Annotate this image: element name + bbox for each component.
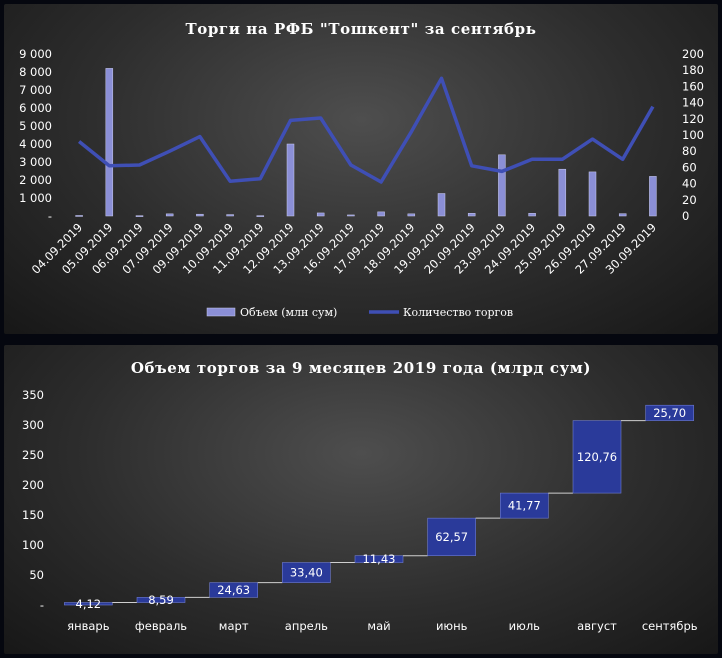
waterfall-bar xyxy=(427,517,476,556)
legend-bar-swatch xyxy=(206,307,236,317)
y-left-tick-label: 1 000 xyxy=(19,191,52,205)
y-tick-label: 350 xyxy=(22,388,44,402)
x-tick-label: апрель xyxy=(285,619,328,633)
waterfall-bar xyxy=(209,582,258,598)
volume-bar xyxy=(256,215,265,217)
y-right-tick-label: 160 xyxy=(682,79,704,93)
volume-bar xyxy=(588,171,597,217)
waterfall-bar xyxy=(500,492,549,519)
volume-bar xyxy=(165,213,174,217)
y-right-tick-label: 20 xyxy=(682,193,697,207)
daily-trading-chart: Торги на РФБ "Тошкент" за сентябрь - 1 00… xyxy=(19,20,704,319)
chart-title: Объем торгов за 9 месяцев 2019 года (млр… xyxy=(131,359,591,377)
volume-bar xyxy=(347,214,355,217)
legend-bar-label: Объем (млн сум) xyxy=(240,306,337,319)
y-right-tick-label: 140 xyxy=(682,96,704,110)
y-right-tick-label: 60 xyxy=(682,160,697,174)
x-tick-label: июль xyxy=(509,619,541,633)
volume-bar xyxy=(558,168,567,217)
volume-bar xyxy=(528,213,536,217)
y-left-tick-label: 8 000 xyxy=(19,65,52,79)
x-tick-label: март xyxy=(219,619,249,633)
data-label: 8,59 xyxy=(148,593,174,607)
monthly-volume-chart-panel: Объем торгов за 9 месяцев 2019 года (млр… xyxy=(4,345,718,654)
volume-bar xyxy=(437,193,446,217)
volume-bar xyxy=(407,213,416,217)
waterfall-bar xyxy=(572,420,622,494)
volume-bar xyxy=(467,213,476,217)
y-right-tick-label: 80 xyxy=(682,144,697,158)
x-tick-label: июнь xyxy=(436,619,468,633)
volume-bar xyxy=(618,213,627,217)
y-left-tick-label: 9 000 xyxy=(19,47,52,61)
chart-title: Торги на РФБ "Тошкент" за сентябрь xyxy=(185,20,536,38)
legend-line-label: Количество торгов xyxy=(403,306,513,319)
volume-bar xyxy=(105,68,114,217)
y-left-tick-label: 7 000 xyxy=(19,83,52,97)
x-tick-label: май xyxy=(367,619,390,633)
volume-bar xyxy=(226,214,234,217)
y-tick-label: 200 xyxy=(22,478,44,492)
waterfall-bar xyxy=(645,404,694,421)
y-right-tick-label: 200 xyxy=(682,47,704,61)
data-label: 62,57 xyxy=(435,530,468,544)
volume-bar xyxy=(649,176,657,217)
volume-bar xyxy=(135,215,144,217)
volume-bar xyxy=(75,215,83,217)
y-left-tick-label: - xyxy=(48,209,52,223)
data-label: 24,63 xyxy=(217,583,250,597)
x-tick-label: январь xyxy=(67,619,110,633)
volume-bar xyxy=(286,143,295,217)
y-tick-label: 100 xyxy=(22,538,44,552)
y-right-tick-label: 180 xyxy=(682,63,704,77)
y-left-tick-label: 5 000 xyxy=(19,119,52,133)
daily-trading-chart-panel: Торги на РФБ "Тошкент" за сентябрь - 1 00… xyxy=(4,4,718,334)
volume-bar xyxy=(196,213,204,217)
y-right-tick-label: 0 xyxy=(682,209,689,223)
data-label: 25,70 xyxy=(653,406,686,420)
data-label: 33,40 xyxy=(290,566,323,580)
x-tick-label: сентябрь xyxy=(642,619,698,633)
y-left-tick-label: 4 000 xyxy=(19,137,52,151)
waterfall-bar xyxy=(64,602,113,606)
x-tick-label: август xyxy=(577,619,617,633)
y-right-tick-label: 40 xyxy=(682,177,697,191)
waterfall-bar xyxy=(354,555,404,563)
waterfall-bar xyxy=(282,562,331,583)
y-left-tick-label: 2 000 xyxy=(19,173,52,187)
data-label: 120,76 xyxy=(577,450,617,464)
trades-count-line xyxy=(78,76,655,184)
y-right-tick-label: 120 xyxy=(682,112,704,126)
y-right-tick-label: 100 xyxy=(682,128,704,142)
monthly-volume-waterfall-chart: Объем торгов за 9 месяцев 2019 года (млр… xyxy=(22,359,698,633)
legend: Объем (млн сум) Количество торгов xyxy=(206,306,513,319)
y-left-tick-label: 6 000 xyxy=(19,101,52,115)
volume-bar xyxy=(316,212,325,217)
waterfall-bar xyxy=(136,597,186,603)
y-left-tick-label: 3 000 xyxy=(19,155,52,169)
volume-bar xyxy=(377,211,385,217)
x-tick-label: февраль xyxy=(135,619,187,633)
y-tick-label: 150 xyxy=(22,508,44,522)
y-tick-label: - xyxy=(40,598,44,612)
y-tick-label: 300 xyxy=(22,418,44,432)
y-tick-label: 50 xyxy=(29,568,44,582)
volume-bar xyxy=(498,154,506,217)
y-tick-label: 250 xyxy=(22,448,44,462)
data-label: 41,77 xyxy=(508,499,541,513)
data-label: 11,43 xyxy=(363,552,396,566)
data-label: 4,12 xyxy=(76,597,102,611)
